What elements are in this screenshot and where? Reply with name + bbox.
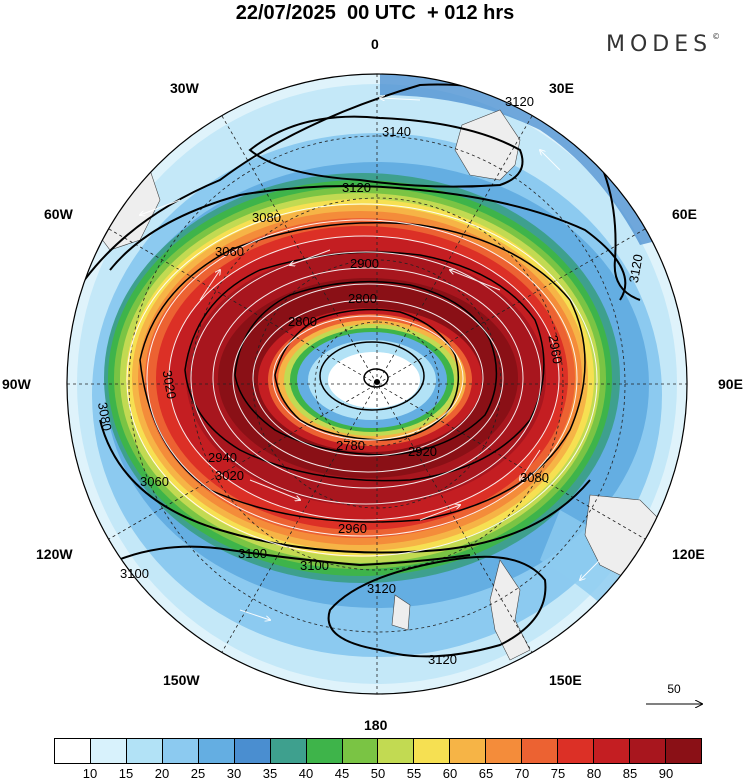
lon-label-90e: 90E bbox=[718, 376, 743, 392]
brand-name: MODES bbox=[606, 32, 713, 57]
lon-label-90w: 90W bbox=[2, 376, 31, 392]
lon-label-30w: 30W bbox=[170, 80, 199, 96]
colorbar-tick-label: 90 bbox=[658, 766, 674, 781]
contour-label: 3100 bbox=[120, 566, 149, 581]
colorbar-tick-label: 60 bbox=[442, 766, 458, 781]
contour-label: 2960 bbox=[545, 334, 565, 365]
contour-labels: 3140 3120 3120 3120 3080 3080 3060 3020 … bbox=[95, 94, 646, 667]
colorbar-segment bbox=[270, 739, 307, 763]
contour-label: 3020 bbox=[160, 369, 180, 400]
colorbar-segment bbox=[234, 739, 271, 763]
brand-mark: © bbox=[712, 32, 721, 41]
colorbar-tick-label: 25 bbox=[190, 766, 206, 781]
colorbar-segment bbox=[486, 739, 523, 763]
colorbar-tick-label: 75 bbox=[550, 766, 566, 781]
colorbar-tick-label: 20 bbox=[154, 766, 170, 781]
colorbar-segment bbox=[342, 739, 379, 763]
colorbar-tick-label: 45 bbox=[334, 766, 350, 781]
wind-streamlines bbox=[126, 98, 601, 620]
colorbar-segment bbox=[522, 739, 559, 763]
contour-label: 3080 bbox=[520, 470, 549, 485]
reference-vector-label: 50 bbox=[667, 682, 681, 696]
colorbar-segment bbox=[378, 739, 415, 763]
lon-label-150w: 150W bbox=[163, 672, 200, 688]
colorbar-segment bbox=[306, 739, 343, 763]
colorbar-segment bbox=[55, 739, 91, 763]
polar-map: 3140 3120 3120 3120 3080 3080 3060 3020 … bbox=[66, 73, 688, 695]
contour-label: 3120 bbox=[428, 652, 457, 667]
lon-label-180: 180 bbox=[364, 717, 388, 733]
colorbar-tick-label: 85 bbox=[622, 766, 638, 781]
contour-label: 3100 bbox=[300, 558, 329, 573]
colorbar-tick-label: 35 bbox=[262, 766, 278, 781]
graticule bbox=[67, 74, 687, 694]
colorbar bbox=[54, 738, 702, 764]
brand-logo: MODES© bbox=[606, 32, 720, 57]
contour-label: 2800 bbox=[288, 314, 317, 329]
lon-label-150e: 150E bbox=[549, 672, 582, 688]
contour-label: 3120 bbox=[505, 94, 534, 109]
contour-label: 3100 bbox=[238, 546, 267, 561]
contour-label: 3140 bbox=[382, 124, 411, 139]
lon-label-30e: 30E bbox=[549, 80, 574, 96]
colorbar-tick-label: 50 bbox=[370, 766, 386, 781]
colorbar-segment bbox=[450, 739, 487, 763]
contour-label: 3120 bbox=[367, 581, 396, 596]
colorbar-segment bbox=[90, 739, 127, 763]
map-boundary bbox=[66, 73, 688, 695]
contour-label: 3060 bbox=[215, 244, 244, 259]
colorbar-segment bbox=[594, 739, 630, 763]
reference-vector: 50 bbox=[644, 682, 708, 712]
colorbar-segment bbox=[198, 739, 235, 763]
colorbar-tick-label: 15 bbox=[118, 766, 134, 781]
contour-label: 3080 bbox=[252, 210, 281, 225]
contour-label: 3020 bbox=[215, 468, 244, 483]
lon-label-60e: 60E bbox=[672, 206, 697, 222]
contour-label: 2940 bbox=[208, 450, 237, 465]
colorbar-segment bbox=[126, 739, 163, 763]
lon-label-60w: 60W bbox=[44, 206, 73, 222]
lon-label-120e: 120E bbox=[672, 546, 705, 562]
colorbar-tick-label: 65 bbox=[478, 766, 494, 781]
colorbar-ticks: 10 15 20 25 30 35 40 45 50 55 60 65 70 75 80 85 90 bbox=[54, 766, 702, 782]
contour-label: 2780 bbox=[336, 438, 365, 453]
contour-label: 2900 bbox=[350, 256, 379, 271]
contour-label: 3120 bbox=[342, 180, 371, 195]
contour-label: 2960 bbox=[338, 521, 367, 536]
lon-label-0: 0 bbox=[371, 36, 379, 52]
map-title: 22/07/2025 00 UTC + 012 hrs bbox=[235, 2, 515, 24]
lon-label-120w: 120W bbox=[36, 546, 73, 562]
contour-label: 2920 bbox=[408, 444, 437, 459]
contour-label: 2800 bbox=[348, 291, 377, 306]
colorbar-tick-label: 70 bbox=[514, 766, 530, 781]
contour-label: 3080 bbox=[95, 401, 115, 432]
colorbar-segment bbox=[630, 739, 666, 763]
colorbar-segment bbox=[665, 739, 701, 763]
colorbar-tick-label: 10 bbox=[82, 766, 98, 781]
colorbar-tick-label: 80 bbox=[586, 766, 602, 781]
colorbar-tick-label: 55 bbox=[406, 766, 422, 781]
colorbar-segment bbox=[162, 739, 199, 763]
colorbar-segment bbox=[558, 739, 595, 763]
contour-label: 3120 bbox=[626, 253, 646, 284]
colorbar-segment bbox=[414, 739, 451, 763]
colorbar-tick-label: 30 bbox=[226, 766, 242, 781]
contour-label: 3060 bbox=[140, 474, 169, 489]
colorbar-tick-label: 40 bbox=[298, 766, 314, 781]
reference-vector-arrow bbox=[646, 682, 708, 712]
pole-marker bbox=[374, 379, 380, 385]
